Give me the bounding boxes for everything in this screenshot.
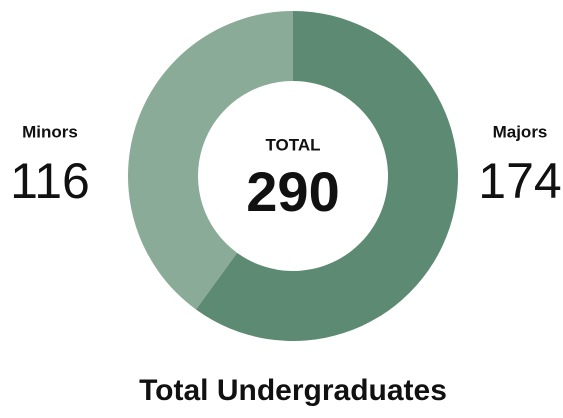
segment-value: 174	[478, 153, 561, 209]
chart-title: Total Undergraduates	[139, 374, 447, 407]
segment-name: Majors	[493, 122, 548, 141]
segment-value: 116	[10, 153, 90, 209]
segment-name: Minors	[22, 122, 78, 141]
donut-segment	[196, 11, 458, 341]
center-label: TOTAL	[265, 135, 320, 154]
donut-segment	[127, 11, 293, 310]
center-value: 290	[246, 160, 339, 223]
